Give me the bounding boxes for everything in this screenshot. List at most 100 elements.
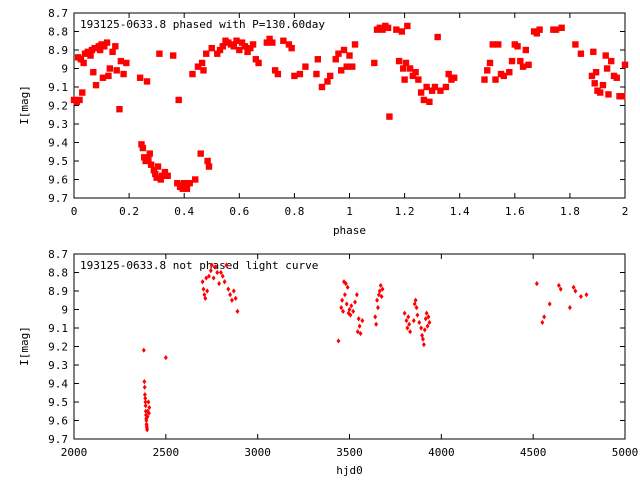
data-point: [344, 301, 349, 307]
data-point: [143, 395, 148, 401]
y-tick-label: 9.3: [48, 359, 68, 372]
data-point: [506, 69, 513, 76]
x-tick-label: 0.8: [284, 205, 304, 218]
data-point: [393, 26, 400, 33]
data-point: [112, 43, 119, 50]
data-point: [141, 154, 148, 161]
data-point: [142, 384, 147, 390]
y-axis-label: I[mag]: [18, 85, 31, 125]
data-point: [577, 50, 585, 57]
data-point: [183, 185, 191, 192]
data-point: [92, 81, 100, 89]
data-point: [481, 76, 488, 83]
y-tick-label: 8.8: [48, 26, 68, 39]
data-point: [489, 41, 496, 48]
data-point: [109, 48, 116, 56]
data-point: [145, 155, 152, 163]
y-tick-label: 9: [61, 63, 68, 76]
y-tick-label: 9.1: [48, 81, 68, 94]
data-point: [153, 174, 160, 181]
data-point: [345, 284, 350, 290]
data-point: [231, 288, 236, 294]
chart-title: 193125-0633.8 not phased light curve: [80, 259, 318, 272]
data-point: [514, 43, 521, 50]
data-point: [296, 70, 304, 78]
data-point: [412, 69, 419, 76]
data-point: [174, 180, 181, 187]
data-point: [500, 72, 507, 80]
x-tick-label: 2000: [61, 446, 88, 459]
data-point: [547, 301, 552, 307]
data-point: [84, 48, 91, 56]
data-point: [578, 293, 583, 300]
y-tick-label: 9.4: [48, 137, 68, 150]
data-point: [105, 72, 112, 80]
data-point: [373, 314, 378, 320]
x-axis-label: phase: [333, 224, 366, 237]
data-point: [536, 26, 543, 33]
data-point: [351, 308, 356, 314]
data-point: [427, 319, 432, 326]
data-point: [103, 39, 111, 46]
data-point: [224, 262, 229, 268]
data-point: [484, 67, 491, 74]
y-axis-label: I[mag]: [18, 326, 31, 366]
data-point: [534, 281, 539, 287]
data-point: [592, 69, 600, 76]
data-point: [146, 150, 153, 157]
data-point: [152, 170, 159, 178]
x-tick-label: 2500: [153, 446, 180, 459]
data-point: [602, 52, 609, 59]
data-point: [377, 288, 382, 294]
data-point: [106, 65, 114, 72]
data-point: [335, 50, 342, 57]
data-point: [327, 72, 334, 80]
data-point: [169, 52, 177, 59]
data-point: [409, 72, 417, 80]
x-axis-label: hjd0: [336, 464, 363, 477]
data-point: [233, 295, 238, 301]
data-point: [417, 89, 425, 96]
data-point: [145, 414, 150, 420]
data-point: [163, 355, 168, 361]
data-point: [235, 308, 240, 314]
data-point: [218, 269, 223, 276]
data-point: [351, 41, 359, 48]
data-point: [402, 310, 407, 316]
data-point: [228, 292, 233, 298]
data-point: [211, 275, 216, 281]
data-point: [572, 41, 579, 48]
data-point: [236, 46, 243, 54]
data-point: [437, 87, 444, 94]
data-point: [269, 39, 276, 46]
data-point: [338, 67, 345, 74]
data-point: [357, 323, 362, 329]
data-point: [445, 70, 452, 78]
data-point: [209, 262, 214, 268]
data-point: [271, 67, 279, 74]
data-point: [400, 65, 407, 72]
data-point: [517, 57, 524, 65]
data-point: [525, 61, 532, 68]
data-point: [288, 44, 295, 52]
data-point: [120, 70, 127, 78]
data-point: [139, 144, 147, 152]
data-point: [402, 59, 410, 67]
data-point: [208, 268, 213, 274]
data-point: [621, 61, 629, 68]
data-point: [605, 91, 612, 98]
data-point: [398, 28, 406, 35]
data-point: [556, 282, 561, 289]
chart-title: 193125-0633.8 phased with P=130.60day: [80, 18, 325, 31]
data-point: [340, 46, 348, 54]
data-point: [591, 80, 598, 87]
data-point: [274, 70, 282, 78]
data-point: [203, 295, 208, 301]
data-point: [431, 83, 439, 91]
data-point: [486, 59, 494, 67]
data-point: [492, 76, 499, 83]
data-point: [558, 24, 565, 31]
data-point: [116, 106, 123, 113]
x-tick-label: 1: [346, 205, 353, 218]
